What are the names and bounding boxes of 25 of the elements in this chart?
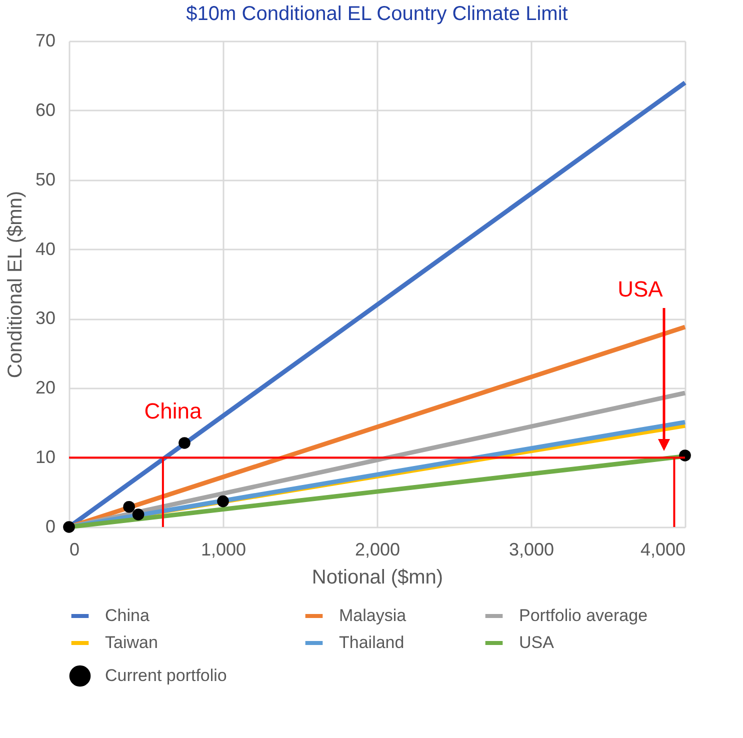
y-tick-label: 30	[35, 308, 56, 328]
y-tick-label: 10	[35, 447, 56, 468]
y-axis-title: Conditional EL ($mn)	[4, 190, 26, 378]
annotation: China	[144, 398, 202, 424]
x-tick-label: 3,000	[508, 540, 554, 560]
y-tick-label: 60	[35, 100, 56, 120]
annotation: USA	[618, 276, 664, 302]
x-tick-label: 1,000	[200, 540, 246, 560]
y-tick-label: 0	[45, 516, 56, 536]
legend-label: Taiwan	[105, 633, 158, 652]
legend-label: Current portfolio	[105, 666, 227, 685]
x-axis-title: Notional ($mn)	[312, 566, 444, 588]
y-tick-label: 70	[35, 30, 56, 50]
x-tick-label: 2,000	[354, 540, 400, 560]
y-tick-label: 20	[35, 378, 56, 398]
legend-label: USA	[519, 633, 555, 652]
legend-label: Malaysia	[339, 606, 407, 625]
y-tick-label: 40	[35, 238, 56, 259]
legend-label: Thailand	[339, 633, 404, 652]
legend-label: China	[105, 606, 150, 625]
chart-title: $10m Conditional EL Country Climate Limit	[186, 3, 568, 25]
x-tick-label: 0	[70, 540, 80, 560]
legend-label: Portfolio average	[519, 606, 648, 625]
x-tick-label: 4,000	[640, 540, 686, 560]
y-tick-label: 50	[35, 169, 56, 190]
